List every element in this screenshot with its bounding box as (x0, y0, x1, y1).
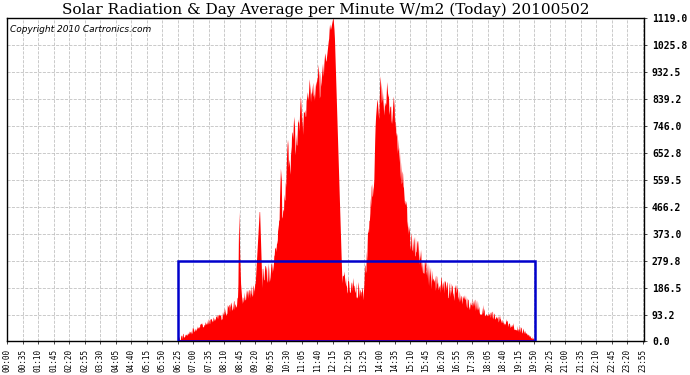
Bar (178, 261, 535, 342)
Title: Solar Radiation & Day Average per Minute W/m2 (Today) 20100502: Solar Radiation & Day Average per Minute… (62, 3, 589, 17)
Text: Copyright 2010 Cartronics.com: Copyright 2010 Cartronics.com (10, 25, 152, 34)
